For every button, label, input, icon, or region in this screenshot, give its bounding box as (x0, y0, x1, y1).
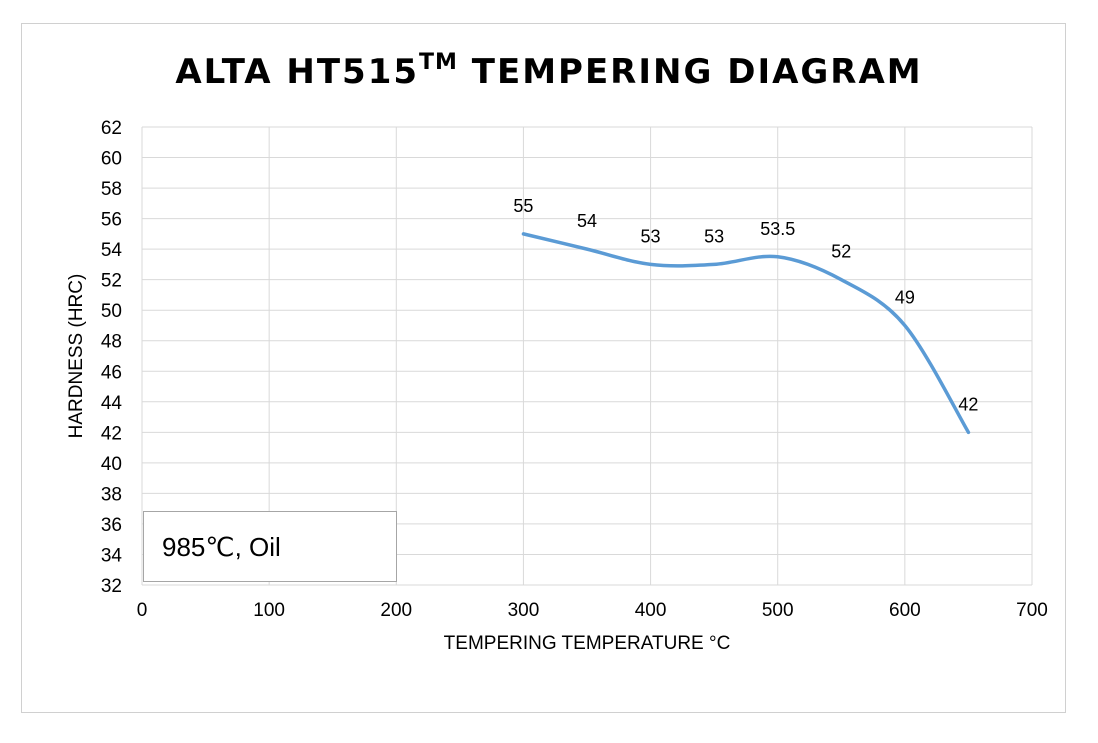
x-tick-labels: 0 100 200 300 400 500 600 700 (137, 600, 1048, 621)
x-tick-label-1: 100 (253, 600, 285, 621)
data-label-6: 49 (895, 287, 915, 307)
x-tick-label-6: 600 (889, 600, 921, 621)
y-tick-label-15: 62 (101, 118, 122, 139)
y-tick-label-14: 60 (101, 149, 122, 170)
data-label-2: 53 (641, 226, 661, 246)
data-label-3: 53 (704, 226, 724, 246)
data-label-4: 53.5 (760, 219, 795, 239)
y-tick-label-3: 38 (101, 484, 122, 505)
chart-title-trademark: TM (419, 50, 458, 75)
data-label-0: 55 (513, 196, 533, 216)
chart-title: ALTA HT515TM TEMPERING DIAGRAM (0, 50, 1098, 92)
chart-title-main: ALTA HT515 (175, 52, 420, 92)
series-line-0 (521, 232, 971, 435)
data-label-7: 42 (958, 394, 978, 414)
y-tick-label-0: 32 (101, 576, 122, 597)
y-axis-title: HARDNESS (HRC) (66, 274, 87, 439)
y-tick-label-9: 50 (101, 301, 122, 322)
y-tick-label-8: 48 (101, 332, 122, 353)
y-tick-label-1: 34 (101, 545, 123, 566)
y-tick-label-11: 54 (101, 240, 123, 261)
x-tick-label-4: 400 (635, 600, 667, 621)
y-tick-label-4: 40 (101, 454, 122, 475)
x-tick-label-2: 200 (380, 600, 412, 621)
annotation-box: 985℃, Oil (143, 511, 397, 582)
annotation-text: 985℃, Oil (162, 532, 281, 562)
chart-frame (21, 23, 1066, 713)
y-tick-labels: 32 34 36 38 40 42 44 46 48 50 52 54 56 58 60 62 (101, 118, 123, 597)
x-tick-label-3: 300 (508, 600, 540, 621)
y-tick-label-6: 44 (101, 393, 123, 414)
x-tick-label-5: 500 (762, 600, 794, 621)
chart-title-rest: TEMPERING DIAGRAM (457, 52, 923, 92)
y-tick-label-2: 36 (101, 515, 122, 536)
x-tick-label-7: 700 (1016, 600, 1048, 621)
grid-lines (141, 126, 1033, 586)
y-tick-label-7: 46 (101, 362, 122, 383)
data-label-5: 52 (831, 242, 851, 262)
x-axis-title: TEMPERING TEMPERATURE °C (444, 633, 731, 654)
series-group (521, 232, 971, 435)
x-tick-label-0: 0 (137, 600, 148, 621)
y-tick-label-5: 42 (101, 423, 122, 444)
y-tick-label-12: 56 (101, 210, 122, 231)
y-tick-label-13: 58 (101, 179, 122, 200)
y-tick-label-10: 52 (101, 271, 122, 292)
data-label-1: 54 (577, 211, 597, 231)
data-labels: 55 54 53 53 53.5 52 49 42 (513, 196, 978, 414)
